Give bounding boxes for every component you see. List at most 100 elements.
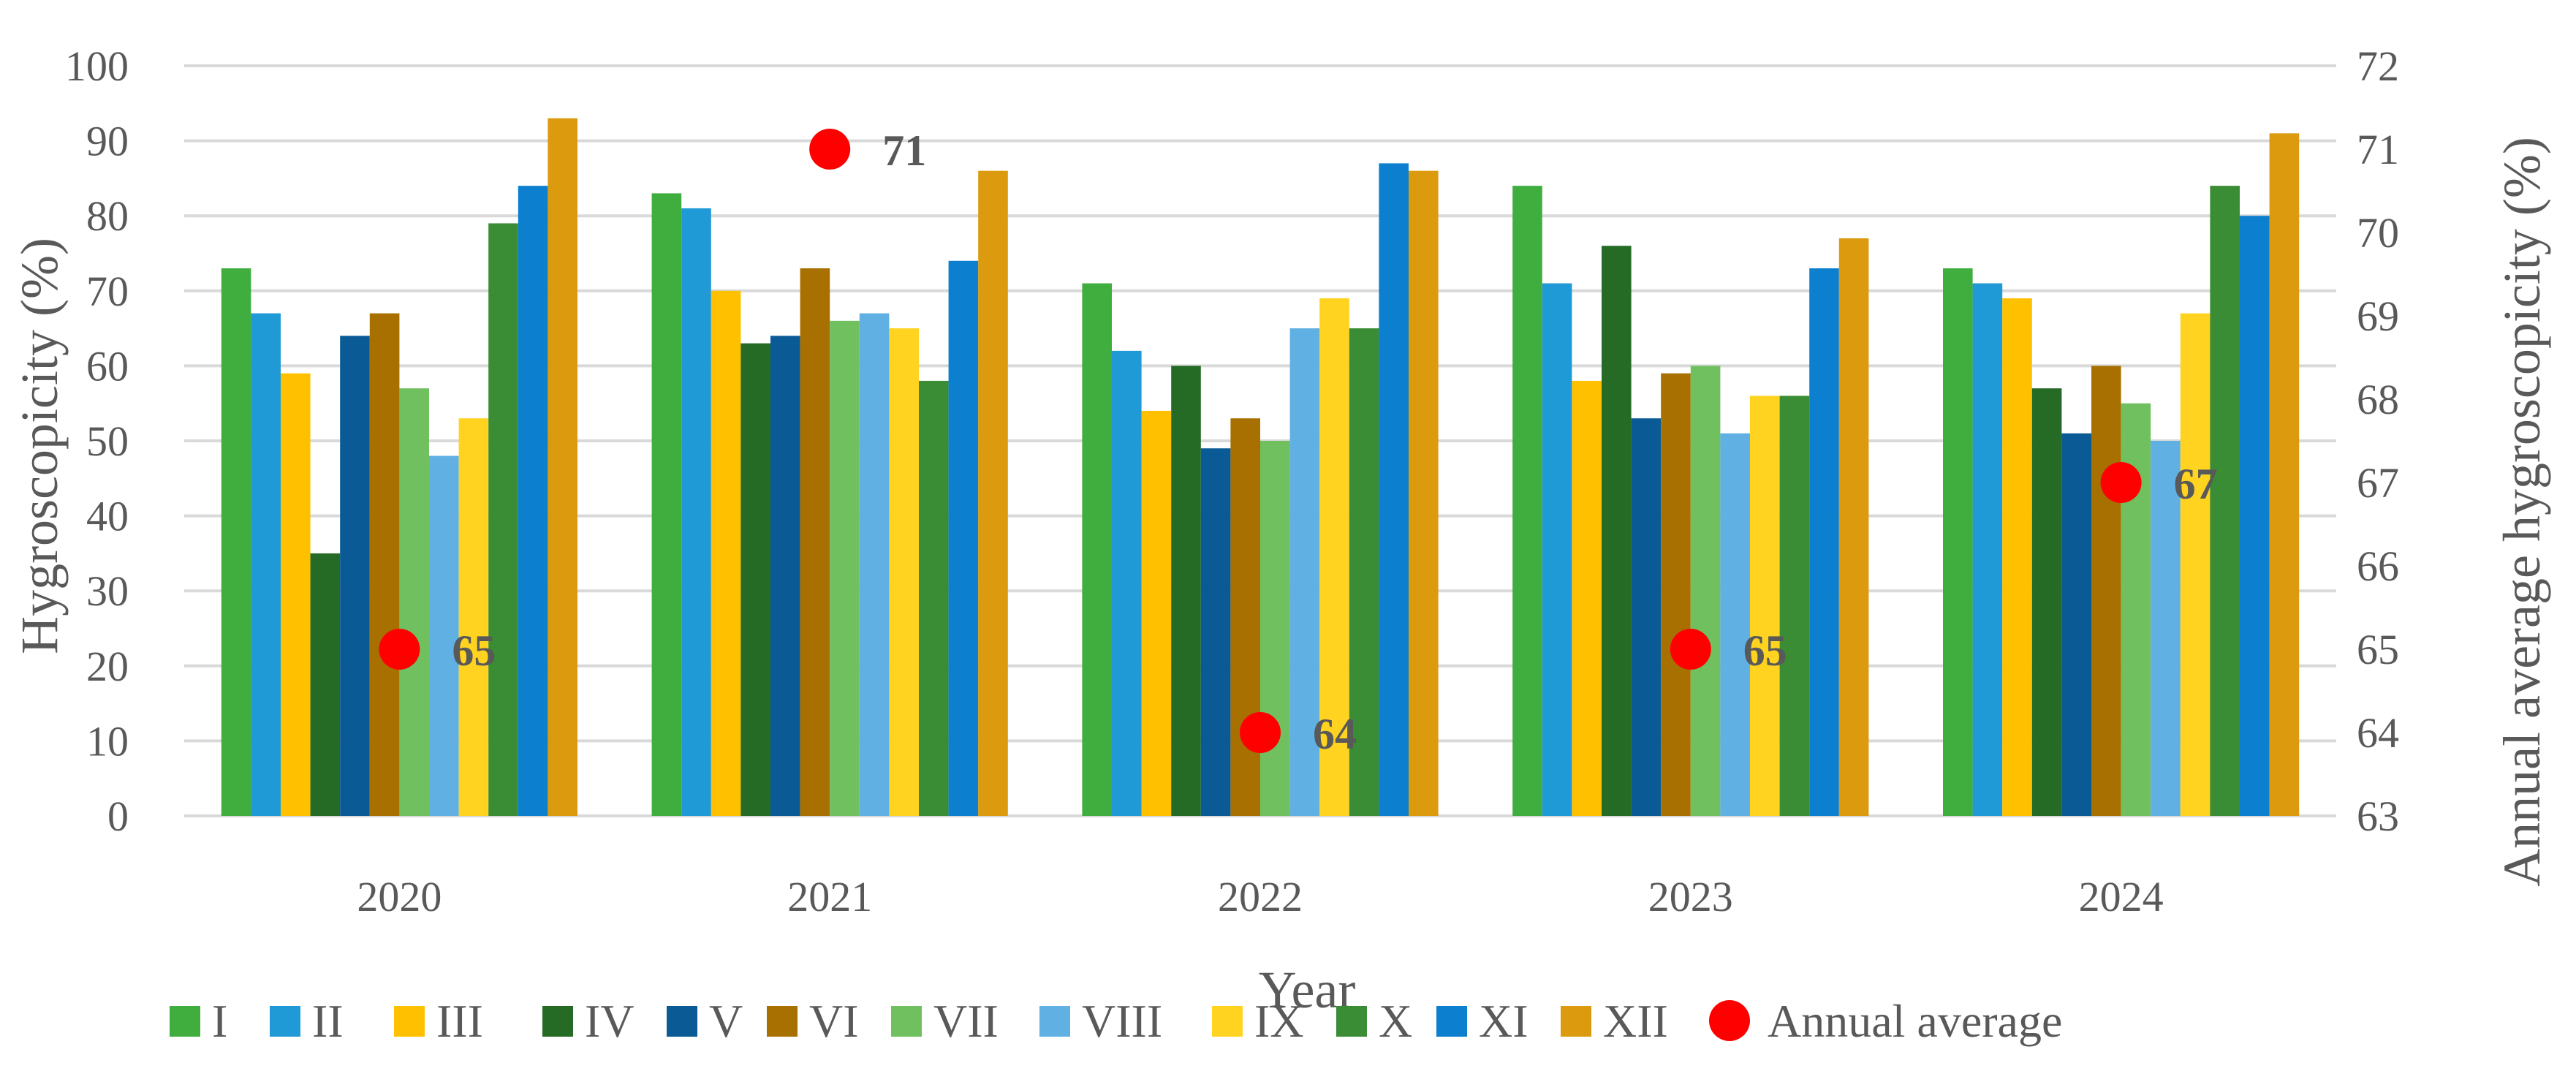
bar-XII-2023 [1838, 238, 1869, 817]
y2-tick-label: 65 [2357, 626, 2399, 673]
legend-swatch-XI [1436, 1006, 1467, 1037]
annual-average-label: 65 [452, 627, 496, 675]
bar-IX-2024 [2180, 313, 2211, 817]
legend-swatch-VIII [1039, 1006, 1070, 1037]
legend-swatch-I [170, 1006, 200, 1037]
y-tick-label: 100 [65, 42, 129, 90]
bar-II-2024 [1972, 283, 2003, 816]
bar-IX-2020 [458, 418, 489, 816]
bar-I-2022 [1082, 283, 1112, 816]
y2-tick-label: 64 [2357, 709, 2399, 757]
annual-average-point [1670, 629, 1711, 670]
bars [221, 118, 2300, 817]
legend-swatch-XII [1561, 1006, 1591, 1037]
y2-tick-label: 68 [2357, 376, 2399, 423]
legend-swatch-IX [1212, 1006, 1243, 1037]
y-tick-label: 80 [86, 192, 129, 240]
bar-XII-2021 [978, 170, 1008, 816]
y2-tick-label: 72 [2357, 42, 2399, 90]
bar-V-2024 [2061, 433, 2091, 816]
legend-swatch-VI [767, 1006, 798, 1037]
annual-average-label: 67 [2174, 460, 2218, 508]
bar-XI-2023 [1809, 268, 1839, 816]
annual-average-point [2100, 462, 2142, 503]
legend-label: XI [1479, 995, 1528, 1047]
bar-VII-2020 [399, 388, 429, 816]
bar-XII-2024 [2269, 133, 2300, 817]
annual-average-point [809, 129, 851, 170]
y-axis-title: Hygroscopicity (%) [10, 238, 69, 654]
x-tick-label: 2022 [1218, 873, 1303, 920]
y2-tick-label: 70 [2357, 209, 2399, 257]
axes: 0 10 20 30 40 50 60 70 80 90 100 63 64 65 66 67 68 69 70 71… [65, 42, 2399, 920]
bar-V-2020 [340, 336, 370, 816]
bar-IV-2021 [740, 343, 770, 816]
legend-label: X [1379, 995, 1412, 1047]
bar-II-2022 [1112, 350, 1142, 816]
annual-average-label: 71 [882, 126, 926, 175]
legend-label: VI [809, 995, 859, 1047]
y2-tick-label: 66 [2357, 542, 2399, 590]
bar-II-2023 [1542, 283, 1572, 816]
legend-label: II [312, 995, 344, 1047]
bar-I-2023 [1512, 186, 1542, 816]
bar-IX-2022 [1319, 298, 1349, 816]
legend-label: IV [585, 995, 634, 1047]
bar-III-2020 [281, 373, 311, 816]
bar-V-2023 [1631, 418, 1662, 816]
x-tick-label: 2020 [357, 873, 442, 920]
bar-III-2021 [711, 290, 741, 816]
bar-X-2024 [2210, 186, 2240, 816]
bar-VIII-2020 [429, 455, 459, 816]
legend-swatch-X [1336, 1006, 1367, 1037]
bar-X-2020 [488, 223, 518, 817]
y-tick-label: 70 [86, 268, 129, 315]
bar-IV-2020 [310, 553, 341, 816]
bar-III-2022 [1141, 410, 1172, 816]
bar-VIII-2021 [859, 313, 890, 817]
bar-XI-2021 [948, 260, 979, 816]
legend-label: VII [933, 995, 999, 1047]
legend-label: IX [1254, 995, 1304, 1047]
legend-label: XII [1603, 995, 1668, 1047]
legend-swatch-II [270, 1006, 300, 1037]
y-tick-label: 50 [86, 417, 129, 465]
legend-swatch-VII [891, 1006, 922, 1037]
bar-XII-2022 [1409, 170, 1439, 816]
bar-IV-2023 [1602, 246, 1632, 816]
bar-X-2023 [1779, 396, 1810, 816]
annual-average-point [1240, 712, 1281, 753]
bar-III-2024 [2002, 298, 2032, 816]
bar-VII-2022 [1260, 441, 1290, 816]
bar-VI-2022 [1230, 418, 1260, 816]
bar-VII-2023 [1690, 366, 1721, 816]
y-tick-label: 90 [86, 118, 129, 165]
bar-II-2020 [251, 313, 281, 817]
annual-average-label: 64 [1313, 710, 1357, 758]
legend-swatch-III [394, 1006, 425, 1037]
bar-X-2021 [919, 380, 949, 816]
y2-tick-label: 63 [2357, 792, 2399, 840]
bar-VII-2021 [830, 320, 860, 817]
bar-IX-2023 [1750, 396, 1780, 816]
bar-VIII-2022 [1289, 328, 1320, 817]
bar-X-2022 [1349, 328, 1379, 817]
bar-VIII-2024 [2151, 441, 2181, 816]
bar-VI-2021 [800, 268, 830, 816]
y-tick-label: 30 [86, 567, 129, 615]
legend: I II III IV V VI VII VIII IX X XI XII Annual average [170, 995, 2062, 1047]
y-tick-label: 20 [86, 643, 129, 690]
bar-XII-2020 [548, 118, 577, 816]
y-tick-label: 0 [107, 792, 129, 840]
bar-I-2024 [1943, 268, 1973, 816]
legend-swatch-annual-average [1709, 1000, 1750, 1041]
legend-label: V [709, 995, 743, 1047]
bar-I-2020 [221, 268, 251, 816]
y2-tick-label: 67 [2357, 459, 2399, 507]
bar-VIII-2023 [1720, 433, 1750, 816]
y-tick-label: 40 [86, 493, 129, 540]
y2-tick-label: 69 [2357, 292, 2399, 340]
bar-II-2021 [681, 208, 711, 816]
y-tick-label: 10 [86, 717, 129, 765]
